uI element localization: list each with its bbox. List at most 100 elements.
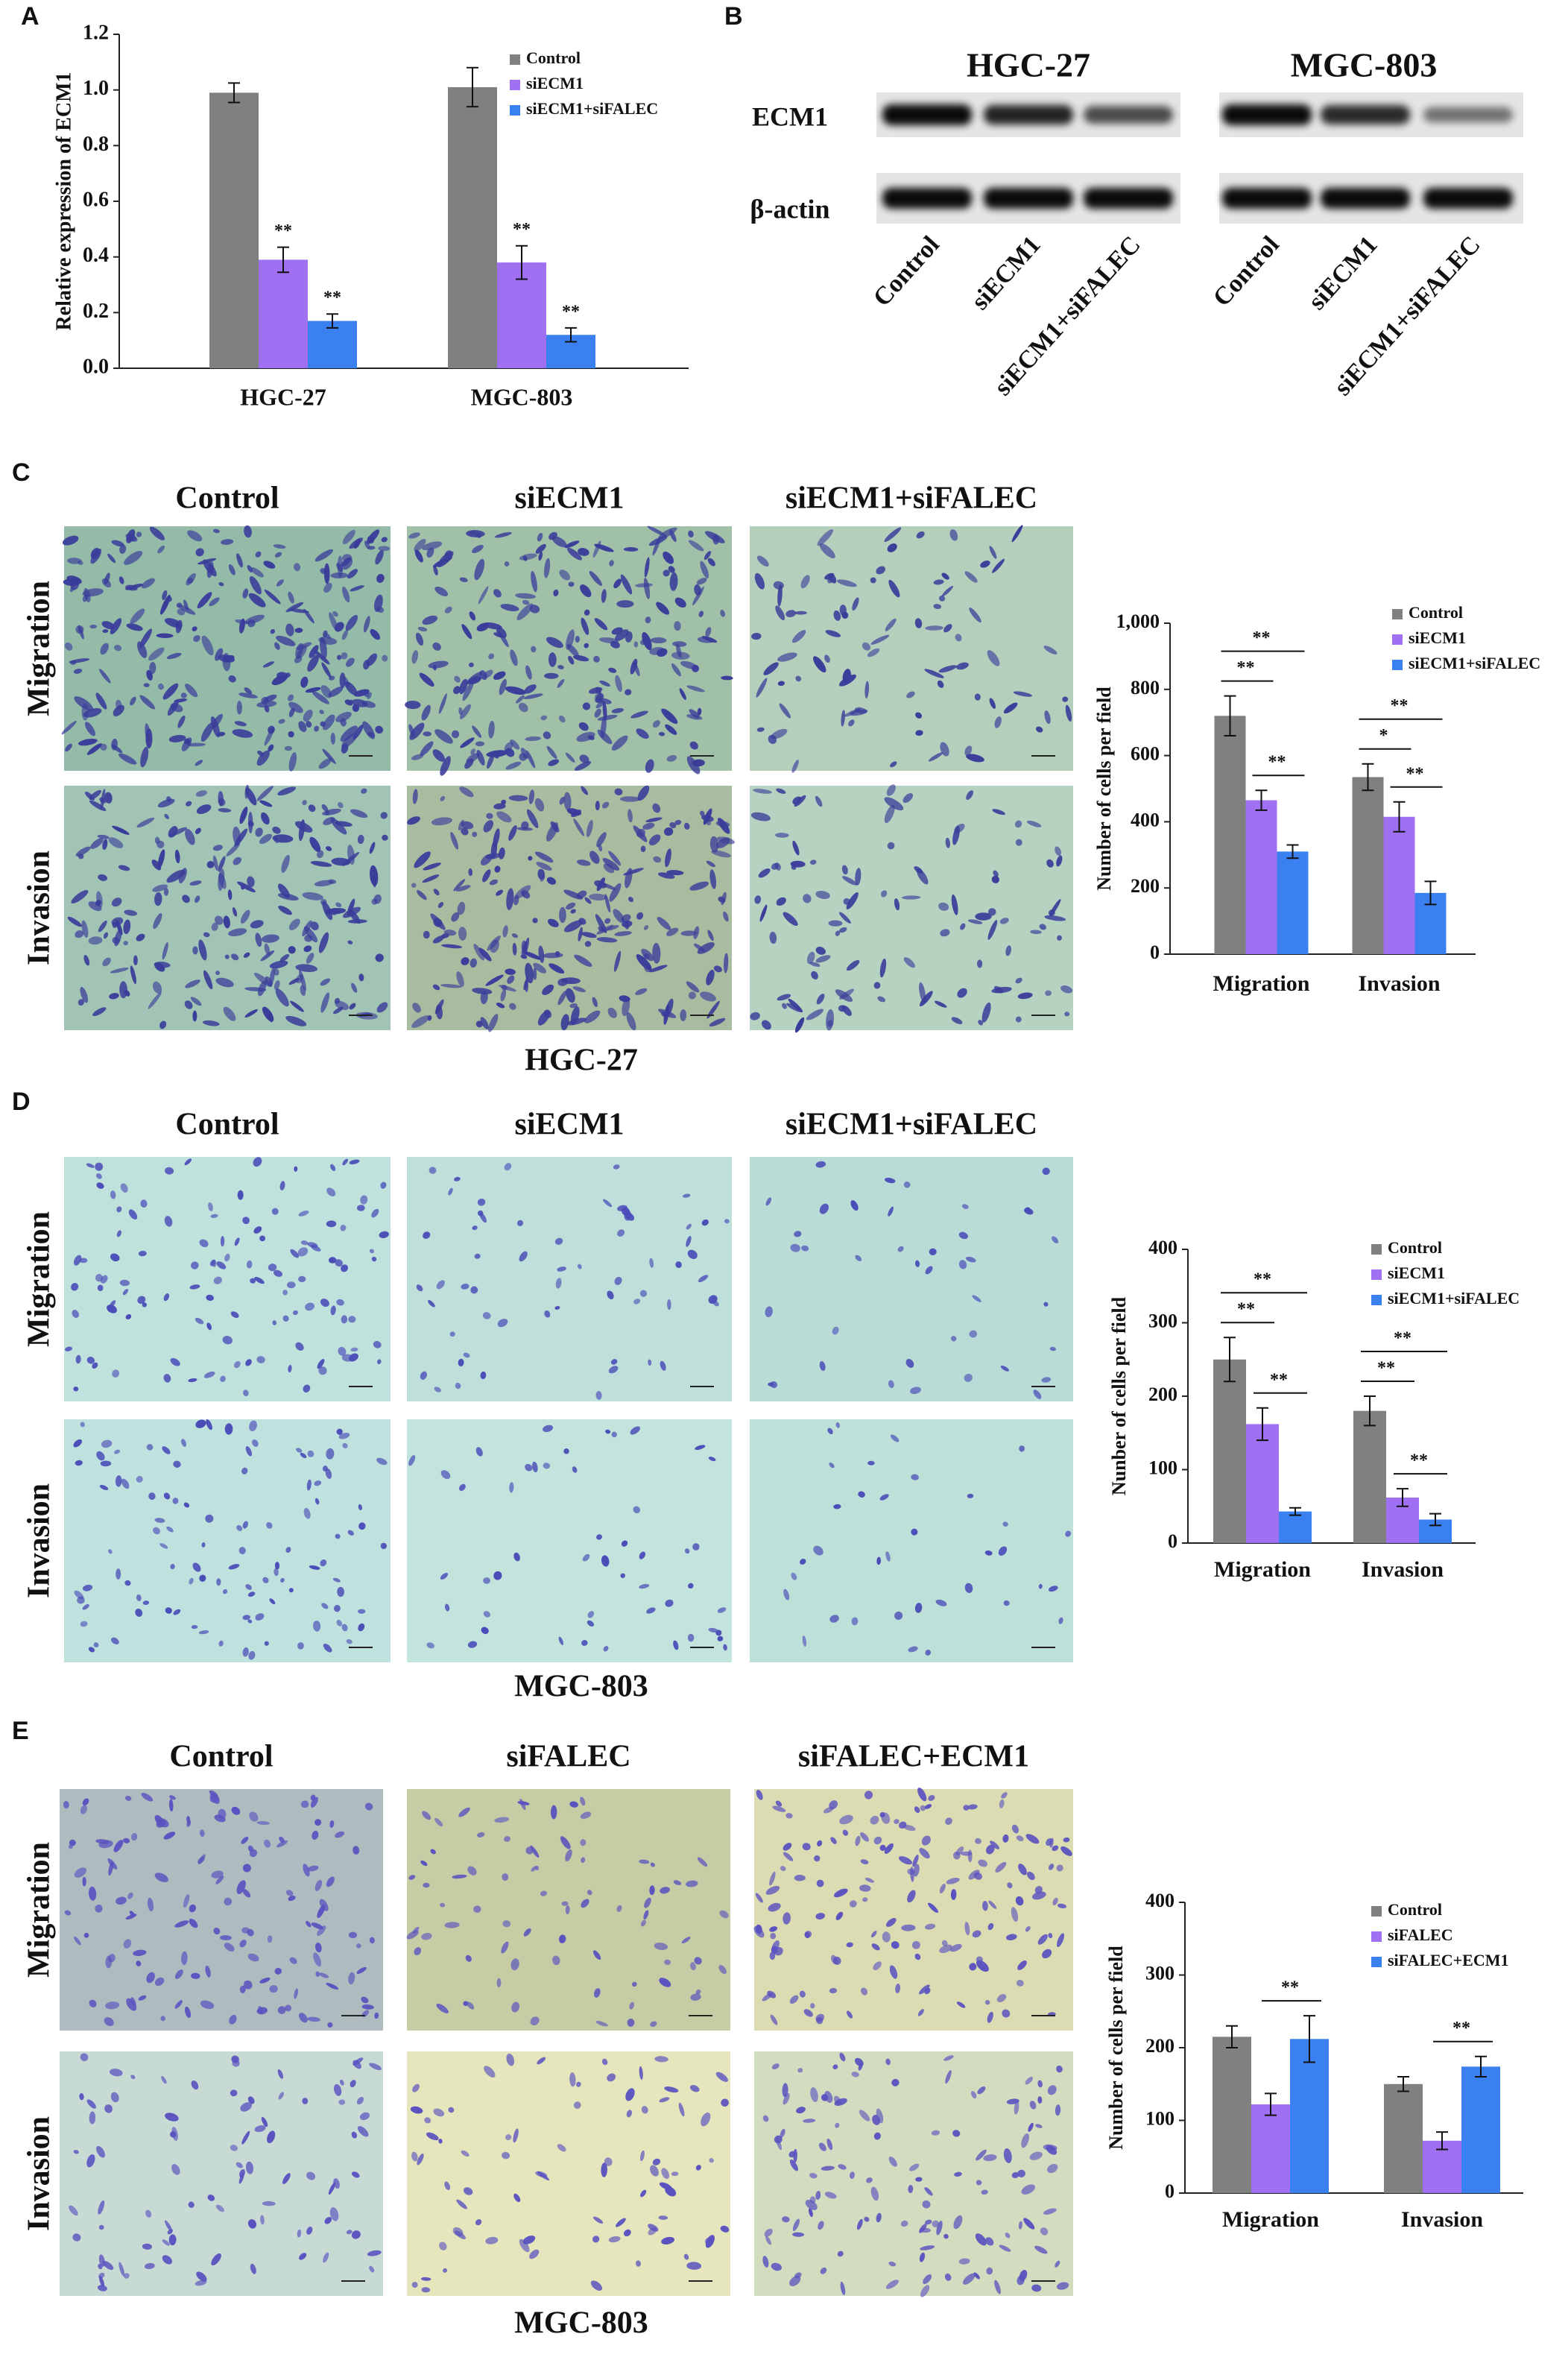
cell [423,731,431,736]
cell [938,665,957,673]
x-tick-label: Invasion [1362,1557,1444,1582]
cell [689,709,700,719]
cell [793,2148,797,2162]
cell [240,2102,252,2112]
cell [687,1249,698,1260]
cell [756,555,769,567]
cell [607,1290,614,1300]
cell [590,2280,602,2291]
cell [955,1846,964,1856]
cell [659,2097,670,2103]
cell [349,1159,360,1164]
cell [519,2239,530,2253]
cell [1037,2080,1043,2088]
cell [973,2272,980,2280]
cell [915,2177,923,2182]
cell [458,1807,470,1817]
cell [625,2088,635,2101]
cell [289,608,309,613]
cell [434,1387,441,1392]
cell [114,1449,121,1454]
cell [1060,1846,1072,1856]
cell [174,622,181,630]
y-tick-label: 1,000 [1116,611,1160,632]
cell [715,2072,728,2082]
x-tick-label: MGC-803 [471,383,573,410]
cell [86,2099,96,2109]
cell [269,1984,278,1993]
cell [329,1820,335,1829]
cell [422,874,440,883]
cell [911,1474,919,1480]
cell [595,801,600,811]
cell [608,2236,621,2243]
cell [367,2250,382,2256]
cell [521,821,529,830]
cell [143,683,150,687]
cell [776,788,786,794]
cell [358,1623,365,1632]
cell [139,695,156,710]
cell [867,1460,875,1466]
cell [494,1817,510,1823]
cell [504,742,513,752]
cell [322,630,328,638]
column-label: siFALEC+ECM1 [798,1740,1029,1774]
y-tick-label: 0.2 [83,300,109,323]
cell [705,627,712,637]
cell [234,1360,241,1369]
cell [1040,2227,1049,2236]
cell [501,799,507,805]
column-label: Control [169,1740,273,1774]
cell [755,1893,763,1903]
cell [566,629,575,650]
cell [796,2107,806,2114]
cell [988,1900,997,1909]
y-tick-label: 300 [1145,1962,1175,1984]
cell [486,813,493,819]
blot-band [1222,104,1312,125]
cell [270,628,276,634]
cell [303,1507,311,1519]
cell [595,2021,608,2027]
cell [900,2220,908,2227]
cell [643,953,650,959]
cell [98,920,107,933]
cell [109,2069,123,2077]
cell [472,544,484,554]
cell [464,758,474,769]
error-bar [228,82,240,104]
cell [614,788,623,795]
cell [530,2016,540,2026]
cell [649,647,665,655]
cell [762,2256,769,2268]
significance: ** [1254,1270,1271,1290]
cell [879,958,887,978]
cell [192,1010,197,1022]
cell [239,1985,246,1993]
cell [336,1428,343,1435]
cell [581,1899,589,1908]
cell [1052,1897,1058,1906]
cell [1056,2066,1063,2073]
panel-label: E [12,1717,29,1745]
cell [146,1972,155,1984]
cell [434,587,449,596]
cell [356,2097,364,2105]
cell [201,635,214,656]
row-label: Invasion [22,851,57,965]
cell [279,953,290,962]
significance: ** [1253,628,1271,648]
cell [113,704,124,716]
cell [469,611,476,621]
cell [340,1225,347,1231]
cell [370,865,379,886]
cell [171,2127,178,2141]
cell [861,1987,868,1996]
cell [584,897,592,904]
cell [141,1793,154,1802]
cell [976,1956,983,1963]
cell [318,932,329,953]
cell [499,678,507,695]
